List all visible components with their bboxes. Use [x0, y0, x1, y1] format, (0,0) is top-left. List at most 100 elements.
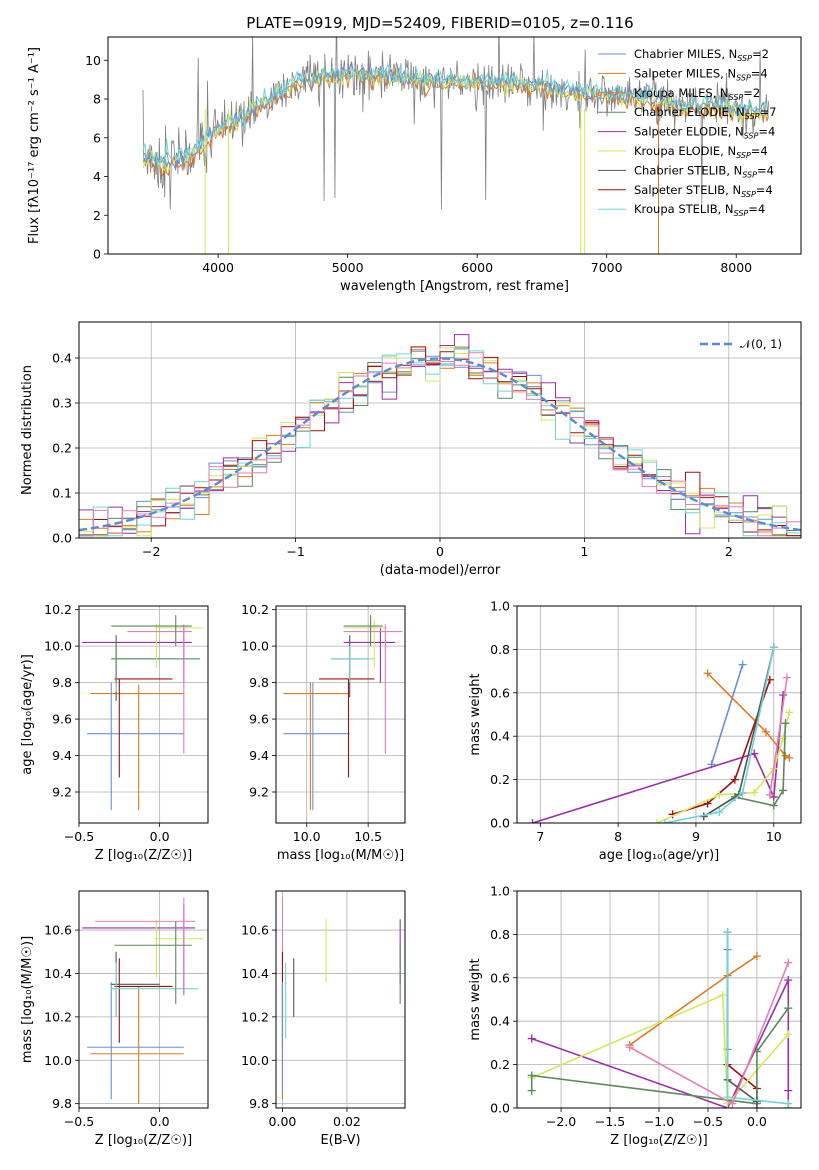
legend-label-sub: SSP [745, 112, 760, 121]
y-axis-label: mass weight [468, 673, 483, 755]
y-axis-label: mass weight [468, 958, 483, 1040]
series-line-salpeter_miles [707, 672, 790, 759]
y-tick-label: 9.2 [52, 785, 72, 800]
x-tick-label: −1 [286, 544, 304, 559]
y-tick-label: 0.6 [490, 685, 510, 700]
plot-area-age-vs-mass [276, 606, 405, 823]
y-tick-label: 0.0 [490, 816, 510, 831]
x-tick-label: 4000 [202, 260, 234, 275]
x-tick-label: 7 [536, 829, 544, 844]
y-tick-label: 0.3 [52, 396, 72, 411]
plot-area-residuals [79, 322, 801, 538]
series-marker-chabrier_elodie [527, 1086, 536, 1095]
series-line-kroupa_elodie [656, 712, 791, 823]
y-axis-label: age [log₁₀(age/yr)] [20, 654, 35, 775]
y-tick-label: 10.2 [44, 602, 72, 617]
figure-title: PLATE=0919, MJD=52409, FIBERID=0105, z=0… [246, 14, 633, 32]
y-tick-label: 6 [93, 130, 101, 145]
chart-mass-vs-z: −0.5 0.0 9.8 10.0 10.2 10.4 10.6 Z [log₁₀(Z/Z☉)… [20, 890, 209, 1148]
x-tick-label: −0.5 [64, 1114, 94, 1129]
legend-label-text: Kroupa ELODIE, N [634, 144, 736, 158]
series-marker-kroupa_elodie [653, 819, 662, 823]
series-marker-salpeter_elodie [784, 1086, 793, 1095]
legend-label-suffix: =4 [751, 144, 768, 158]
series-marker-salpeter_elodie [527, 1034, 536, 1043]
x-axis-label: E(B-V) [320, 1133, 360, 1148]
y-tick-label: 0.2 [490, 1057, 510, 1072]
y-tick-label: 9.8 [249, 675, 269, 690]
y-tick-label: 0.1 [52, 486, 72, 501]
plot-area-massweight-vs-age [517, 606, 801, 823]
y-tick-label: 0.0 [490, 1101, 510, 1116]
series-marker-chabrier_miles [738, 660, 747, 669]
series-marker-kroupa_stelib [723, 928, 732, 937]
legend-label-kroupa_stelib: Kroupa STELIB, NSSP=4 [634, 202, 765, 218]
x-tick-label: −2 [142, 544, 160, 559]
x-tick-label: 6000 [461, 260, 493, 275]
chart-residuals: −2 −1 0 1 2 0.0 0.1 0.2 0.3 0.4 𝒩(0, 1) (data-model… [20, 321, 802, 578]
x-tick-label: −1.0 [644, 1114, 674, 1129]
x-tick-label: 8000 [720, 260, 752, 275]
legend-label-sub: SSP [742, 170, 757, 179]
series-marker-pink [784, 958, 793, 967]
x-tick-label: −0.5 [64, 829, 94, 844]
model-spectrum-kroupa_stelib [142, 62, 769, 169]
legend-label-suffix: =4 [748, 202, 765, 216]
y-tick-label: 9.6 [52, 712, 72, 727]
x-axis-label: Z [log₁₀(Z/Z☉)] [95, 1133, 192, 1148]
chart-massweight-vs-age: 7 8 9 10 0.0 0.2 0.4 0.6 0.8 1.0 age [log₁₀(age/yr… [468, 599, 802, 863]
series-marker-kroupa_elodie [784, 1030, 793, 1039]
histogram-pink [79, 352, 801, 537]
legend-label-suffix: =4 [751, 66, 768, 80]
x-tick-label: −2.0 [546, 1114, 576, 1129]
series-marker-kroupa_elodie [718, 991, 727, 1000]
axes-frame-spectrum [107, 36, 802, 255]
series-line-pink [769, 677, 788, 795]
y-tick-label: 10.4 [44, 966, 72, 981]
plot-area-mass-vs-ebv [276, 891, 405, 1108]
y-axis-label: Normed distribution [20, 365, 35, 495]
series-marker-kroupa_stelib [715, 808, 724, 817]
x-tick-label: 9 [692, 829, 700, 844]
y-tick-label: 0.4 [490, 1014, 510, 1029]
x-axis-label: mass [log₁₀(M/M☉)] [277, 848, 404, 863]
y-tick-label: 9.8 [52, 675, 72, 690]
y-tick-label: 9.8 [52, 1096, 72, 1111]
x-tick-label: 0.0 [150, 829, 170, 844]
plot-area-mass-vs-z [79, 891, 208, 1108]
legend-label-salpeter_stelib: Salpeter STELIB, NSSP=4 [634, 183, 773, 199]
legend-label-text: Salpeter ELODIE, N [634, 125, 744, 139]
legend-label-text: Chabrier STELIB, N [634, 163, 742, 177]
series-marker-kroupa_elodie [715, 790, 724, 799]
x-tick-label: 0.0 [150, 1114, 170, 1129]
series-line-kroupa_stelib [664, 647, 775, 823]
series-marker-salpeter_elodie [528, 819, 537, 823]
series-line-salpeter_elodie [531, 979, 790, 1108]
series-line-salpeter_elodie [532, 694, 784, 823]
series-line-salpeter_miles [629, 955, 758, 1046]
legend-label-kroupa_elodie: Kroupa ELODIE, NSSP=4 [634, 144, 768, 160]
legend-label-normal: 𝒩(0, 1) [740, 337, 782, 351]
series-marker-chabrier_elodie [784, 1004, 793, 1013]
x-tick-label: 10.0 [293, 829, 321, 844]
y-tick-label: 10.2 [241, 602, 269, 617]
x-axis-label: wavelength [Angstrom, rest frame] [340, 279, 569, 294]
series-marker-chabrier_elodie [779, 786, 788, 795]
x-tick-label: 1 [580, 544, 588, 559]
legend-label-kroupa_miles: Kroupa MILES, NSSP=2 [634, 86, 760, 102]
series-marker-kroupa_stelib [723, 1093, 732, 1102]
y-tick-label: 10.0 [44, 639, 72, 654]
x-tick-label: 10.5 [354, 829, 382, 844]
y-tick-label: 0.4 [52, 351, 72, 366]
axes-frame-residuals [78, 321, 802, 539]
x-axis-label: Z [log₁₀(Z/Z☉)] [95, 848, 192, 863]
legend-label-sub: SSP [729, 93, 744, 102]
legend-label-suffix: =4 [758, 125, 775, 139]
series-marker-salpeter_elodie [784, 975, 793, 984]
legend-label-sub: SSP [741, 190, 756, 199]
legend-label-suffix: =2 [743, 86, 760, 100]
chart-age-vs-z: −0.5 0.0 9.2 9.4 9.6 9.8 10.0 10.2 Z [log₁₀(Z/Z☉… [20, 602, 209, 863]
legend-label-salpeter_elodie: Salpeter ELODIE, NSSP=4 [634, 125, 775, 141]
y-tick-label: 9.4 [52, 748, 72, 763]
